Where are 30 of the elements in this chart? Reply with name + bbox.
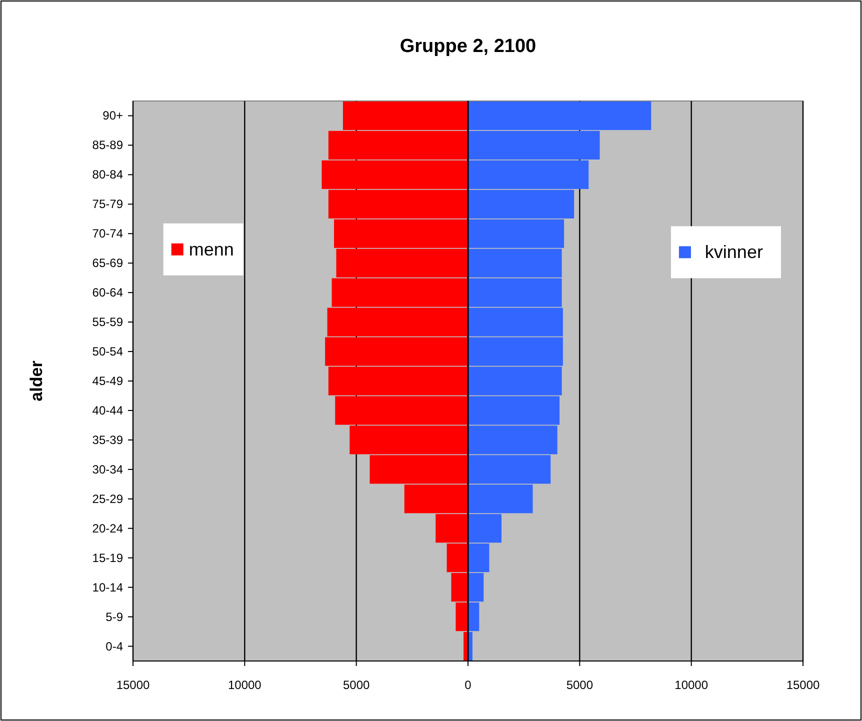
x-tick-label: 5000: [342, 678, 370, 692]
legend-label: kvinner: [704, 242, 763, 262]
y-tick-label: 65-69: [92, 256, 124, 270]
x-tick-label: 15000: [116, 678, 150, 692]
y-tick-label: 45-49: [92, 374, 124, 388]
y-tick-label: 0-4: [106, 639, 124, 654]
x-tick-label: 10000: [674, 678, 708, 692]
y-tick-label: 90+: [102, 108, 123, 123]
y-tick-label: 35-39: [92, 432, 124, 447]
y-tick-label: 55-59: [92, 315, 124, 330]
x-tick-label: 5000: [566, 678, 594, 692]
y-tick-label: 80-84: [92, 168, 124, 182]
x-tick-label: 10000: [228, 678, 262, 692]
x-tick-label: 0: [464, 678, 472, 692]
y-tick-label: 60-64: [92, 286, 124, 300]
y-tick-label: 20-24: [92, 521, 124, 536]
y-tick-label: 75-79: [92, 197, 124, 212]
y-tick-label: 10-14: [92, 580, 124, 594]
y-tick-label: 25-29: [92, 492, 124, 506]
y-tick-label: 50-54: [92, 344, 124, 359]
y-tick-label: 15-19: [92, 550, 124, 565]
y-tick-label: 70-74: [92, 226, 124, 241]
y-tick-label: 30-34: [92, 462, 124, 476]
x-tick-label: 15000: [786, 678, 820, 692]
y-tick-label: 5-9: [106, 610, 124, 624]
legend-label: menn: [188, 239, 234, 260]
y-tick-label: 40-44: [92, 403, 124, 418]
y-axis-title: alder: [27, 360, 46, 402]
y-tick-label: 85-89: [92, 138, 124, 152]
chart-title: Gruppe 2, 2100: [400, 36, 536, 57]
